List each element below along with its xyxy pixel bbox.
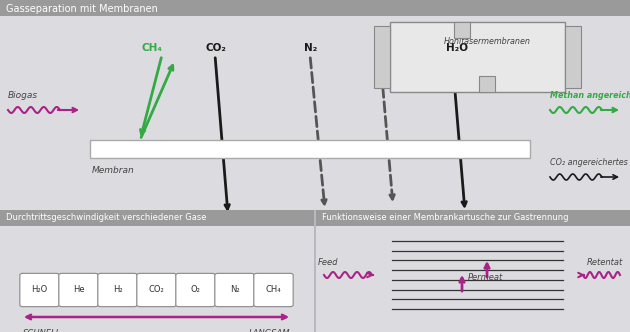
Text: CH₄: CH₄: [142, 43, 163, 53]
Text: CO₂: CO₂: [149, 286, 164, 294]
Text: H₂O: H₂O: [32, 286, 48, 294]
Text: H₂: H₂: [113, 286, 122, 294]
Text: Durchtrittsgeschwindigkeit verschiedener Gase: Durchtrittsgeschwindigkeit verschiedener…: [6, 213, 207, 222]
Text: SCHNELL: SCHNELL: [23, 329, 61, 332]
Text: He: He: [72, 286, 84, 294]
Text: Permeat: Permeat: [468, 273, 503, 282]
Text: Funktionsweise einer Membrankartusche zur Gastrennung: Funktionsweise einer Membrankartusche zu…: [322, 213, 568, 222]
Text: CH₄: CH₄: [266, 286, 282, 294]
Text: LANGSAM: LANGSAM: [248, 329, 290, 332]
Text: Biogas: Biogas: [8, 91, 38, 100]
Text: Methan angereichertes Retentat: Methan angereichertes Retentat: [550, 91, 630, 100]
Text: Gasseparation mit Membranen: Gasseparation mit Membranen: [6, 4, 158, 14]
Text: N₂: N₂: [304, 43, 318, 53]
Text: CO₂: CO₂: [205, 43, 226, 53]
Text: Feed: Feed: [318, 258, 338, 267]
Text: CO₂ angereichertes Permeat: CO₂ angereichertes Permeat: [550, 158, 630, 167]
Text: Hohlfasermembranen: Hohlfasermembranen: [444, 37, 530, 46]
Text: Retentat: Retentat: [587, 258, 623, 267]
Text: O₂: O₂: [190, 286, 200, 294]
Text: O₂: O₂: [376, 43, 389, 53]
Text: Membran: Membran: [92, 166, 135, 175]
Text: H₂O: H₂O: [446, 43, 468, 53]
Text: N₂: N₂: [230, 286, 239, 294]
